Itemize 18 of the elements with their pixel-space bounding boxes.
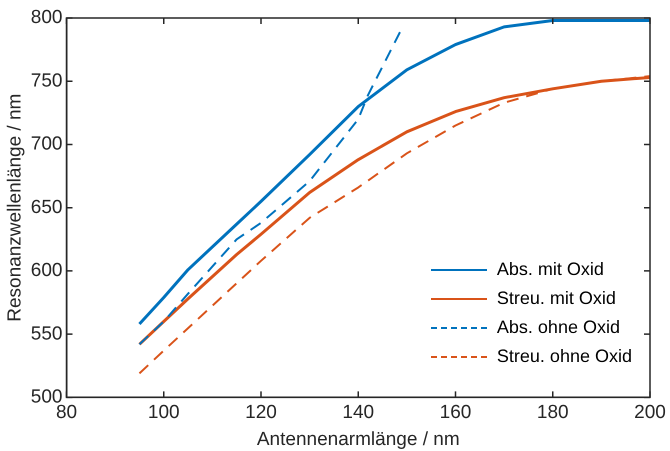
legend-label: Streu. mit Oxid	[496, 288, 616, 309]
legend-label: Abs. ohne Oxid	[496, 317, 620, 338]
y-tick-label: 600	[30, 260, 62, 282]
x-tick-label: 180	[536, 402, 569, 424]
y-tick-label: 650	[30, 196, 62, 218]
x-tick-label: 160	[440, 402, 472, 424]
x-tick-label: 140	[342, 402, 374, 424]
x-tick-label: 200	[634, 402, 666, 424]
y-tick-label: 550	[30, 323, 62, 344]
legend-label: Streu. ohne Oxid	[496, 346, 632, 367]
y-axis-title: Resonanzwellenlänge / nm	[4, 94, 26, 322]
x-tick-label: 100	[148, 402, 180, 424]
y-tick-label: 750	[30, 70, 62, 92]
y-tick-label: 800	[30, 7, 62, 28]
legend-label: Abs. mit Oxid	[496, 259, 604, 280]
x-axis-title: Antennenarmlänge / nm	[256, 428, 460, 450]
y-tick-label: 700	[30, 134, 62, 155]
x-tick-label: 120	[245, 402, 277, 424]
